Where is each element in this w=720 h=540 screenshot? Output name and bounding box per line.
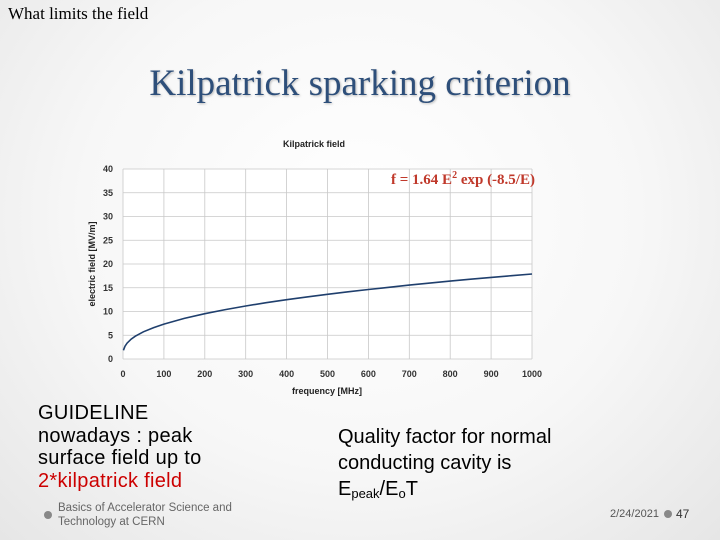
formula-suffix: exp (-8.5/E) [457,172,535,188]
guideline-text: GUIDELINE nowadays : peak surface field … [38,402,268,492]
x-tick-label: 1000 [522,369,542,379]
y-tick-label: 30 [103,212,113,222]
chart-series [122,273,533,351]
quality-e-peak: E [338,478,352,500]
quality-formula: Epeak/EoT [338,476,638,507]
chart-title: Kilpatrick field [283,139,345,149]
x-tick-label: 700 [402,369,417,379]
quality-factor-text: Quality factor for normal conducting cav… [338,424,638,507]
y-tick-label: 0 [108,354,113,364]
quality-slash-e: /E [379,478,399,500]
x-tick-label: 300 [238,369,253,379]
guideline-line-2: nowadays : peak [38,424,193,447]
quality-t: T [405,478,418,500]
x-tick-label: 400 [279,369,294,379]
y-tick-label: 25 [103,235,113,245]
chart-grid [122,168,533,360]
y-tick-label: 40 [103,164,113,174]
y-tick-label: 20 [103,259,113,269]
guideline-highlight: 2*kilpatrick field [38,469,183,492]
x-tick-label: 100 [156,369,171,379]
y-tick-label: 5 [108,330,113,340]
slide-top-label: What limits the field [8,4,149,23]
slide-title: Kilpatrick sparking criterion [149,63,571,104]
x-tick-label: 800 [443,369,458,379]
footer-bullet-icon [44,511,52,519]
guideline-line-1: GUIDELINE [38,402,149,424]
series-line [122,273,533,351]
page-number: 47 [676,507,690,521]
y-tick-label: 35 [103,188,113,198]
x-axis-label: frequency [MHz] [292,386,362,396]
y-tick-label: 15 [103,283,113,293]
formula-prefix: f = 1.64 E [391,172,453,188]
y-tick-label: 10 [103,307,113,317]
x-tick-label: 600 [361,369,376,379]
footer-date: 2/24/2021 [610,508,659,520]
footer-text: Basics of Accelerator Science and Techno… [58,502,232,528]
formula-exponent: 2 [452,170,458,181]
y-axis-label: electric field [MV/m] [87,221,97,306]
chart-ticks: 0 100 200 300 400 500 600 700 800 900 1000 0 5 10 15 20… [103,164,542,379]
x-tick-label: 900 [484,369,499,379]
quality-e0-sub: o [398,486,406,501]
quality-sentence: Quality factor for normal conducting cav… [338,426,552,474]
x-tick-label: 500 [320,369,335,379]
page-bullet-icon [664,510,672,518]
x-tick-label: 0 [120,369,125,379]
quality-e-peak-sub: peak [351,486,380,501]
x-tick-label: 200 [197,369,212,379]
guideline-line-3: surface field up to [38,447,202,469]
kilpatrick-formula: f = 1.64 E2 exp (-8.5/E) [391,170,535,189]
